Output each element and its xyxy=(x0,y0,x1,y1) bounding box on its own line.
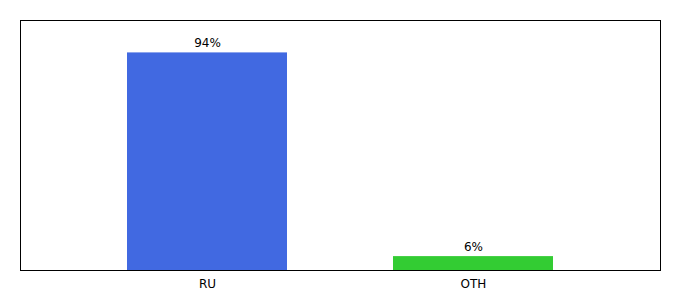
svg-text:94%: 94% xyxy=(194,36,221,50)
svg-text:6%: 6% xyxy=(464,240,483,254)
svg-text:OTH: OTH xyxy=(461,277,487,291)
svg-text:RU: RU xyxy=(199,277,216,291)
